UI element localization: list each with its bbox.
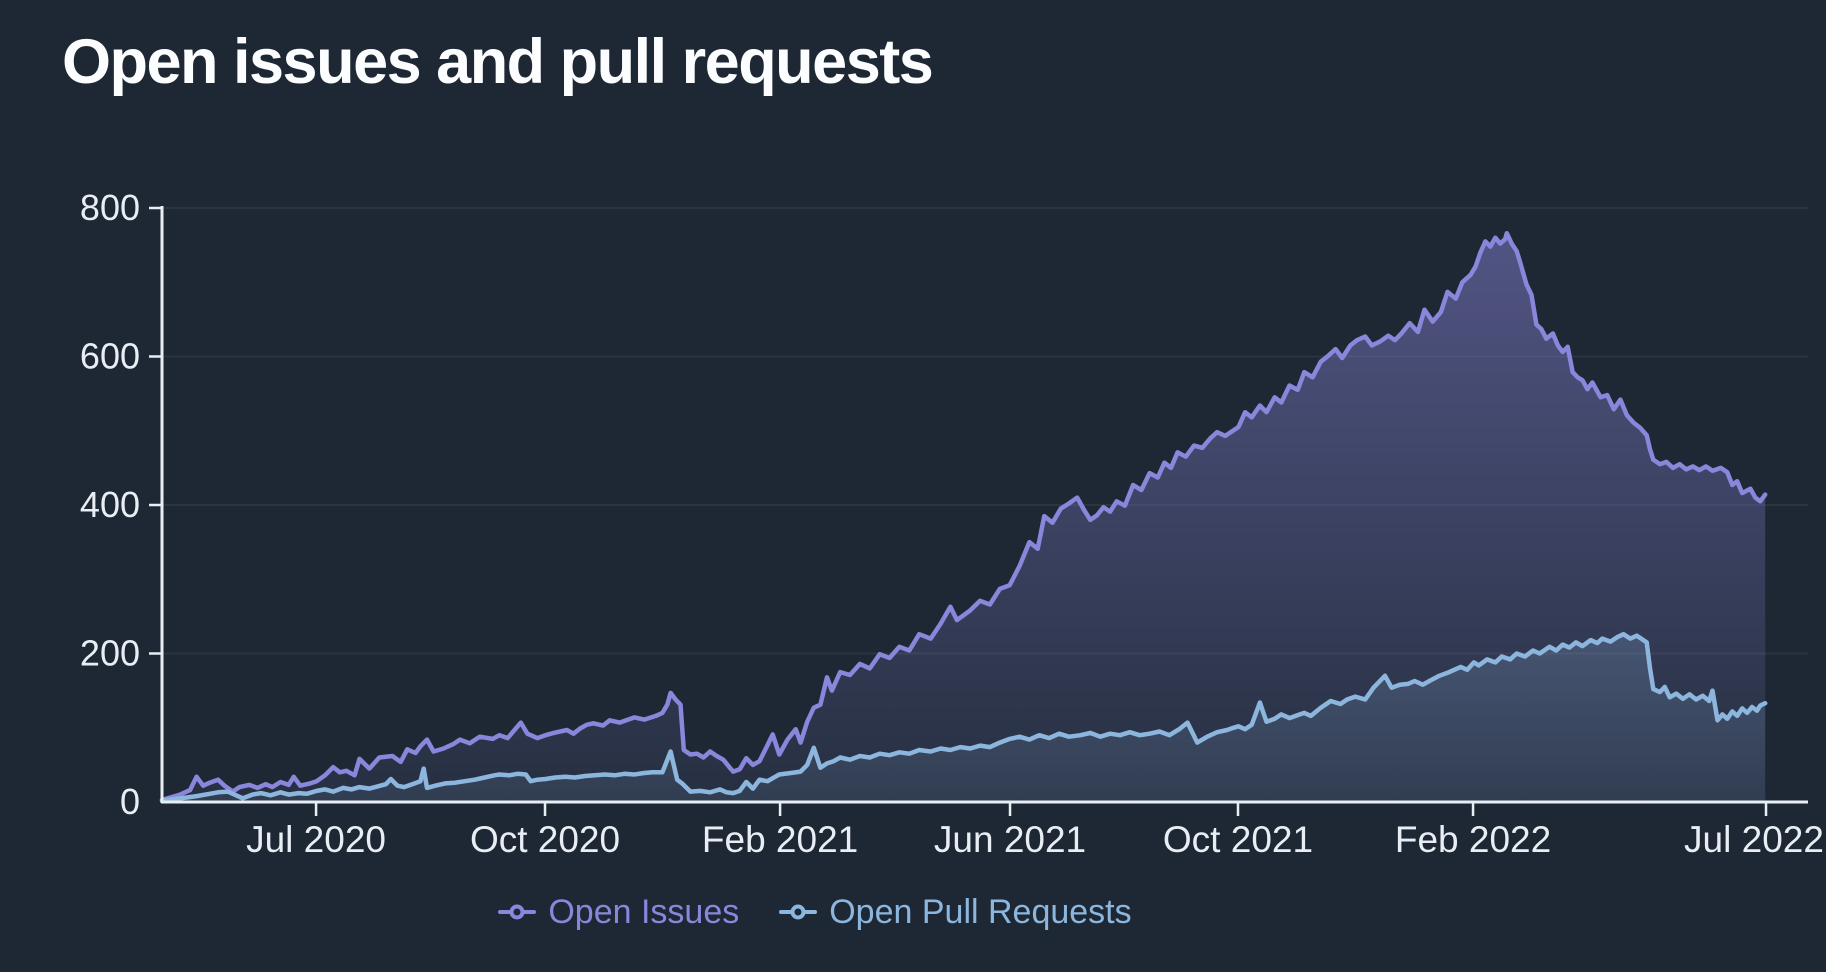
series-line-0 bbox=[159, 230, 1768, 803]
y-tick-label-0: 0 bbox=[120, 781, 140, 822]
chart-legend: Open Issues Open Pull Requests bbox=[0, 886, 1728, 938]
series-line-1 bbox=[159, 631, 1768, 803]
series-area-1 bbox=[162, 634, 1766, 802]
chart-svg: 0 200 400 600 800 Jul 2020 Oct 2020 Feb 2021 Jun… bbox=[80, 187, 1824, 860]
open-issues-line-marker-icon bbox=[498, 904, 537, 920]
chart-area: 0 200 400 600 800 Jul 2020 Oct 2020 Feb 2021 Jun… bbox=[80, 187, 1824, 860]
legend-label-open-issues: Open Issues bbox=[548, 892, 740, 931]
legend-item-open-pull-requests[interactable]: Open Pull Requests bbox=[779, 892, 1132, 932]
y-tick-label-200: 200 bbox=[80, 633, 140, 674]
x-tick-label-0: Jul 2020 bbox=[246, 819, 386, 860]
open-pull-requests-line-marker-icon bbox=[779, 904, 818, 920]
y-tick-label-600: 600 bbox=[80, 336, 140, 377]
y-tick-label-400: 400 bbox=[80, 484, 140, 525]
series-area-0 bbox=[162, 233, 1766, 802]
x-tick-label-6: Jul 2022 bbox=[1684, 819, 1824, 860]
y-tick-label-800: 800 bbox=[80, 187, 140, 228]
legend-item-open-issues[interactable]: Open Issues bbox=[498, 893, 739, 932]
x-tick-label-1: Oct 2020 bbox=[470, 819, 620, 860]
x-tick-label-4: Oct 2021 bbox=[1163, 819, 1313, 860]
legend-label-open-pull-requests: Open Pull Requests bbox=[829, 892, 1132, 931]
x-tick-label-2: Feb 2021 bbox=[702, 819, 858, 860]
page-title: Open issues and pull requests bbox=[62, 27, 934, 97]
x-tick-label-5: Feb 2022 bbox=[1395, 819, 1551, 860]
x-tick-label-3: Jun 2021 bbox=[934, 819, 1086, 860]
